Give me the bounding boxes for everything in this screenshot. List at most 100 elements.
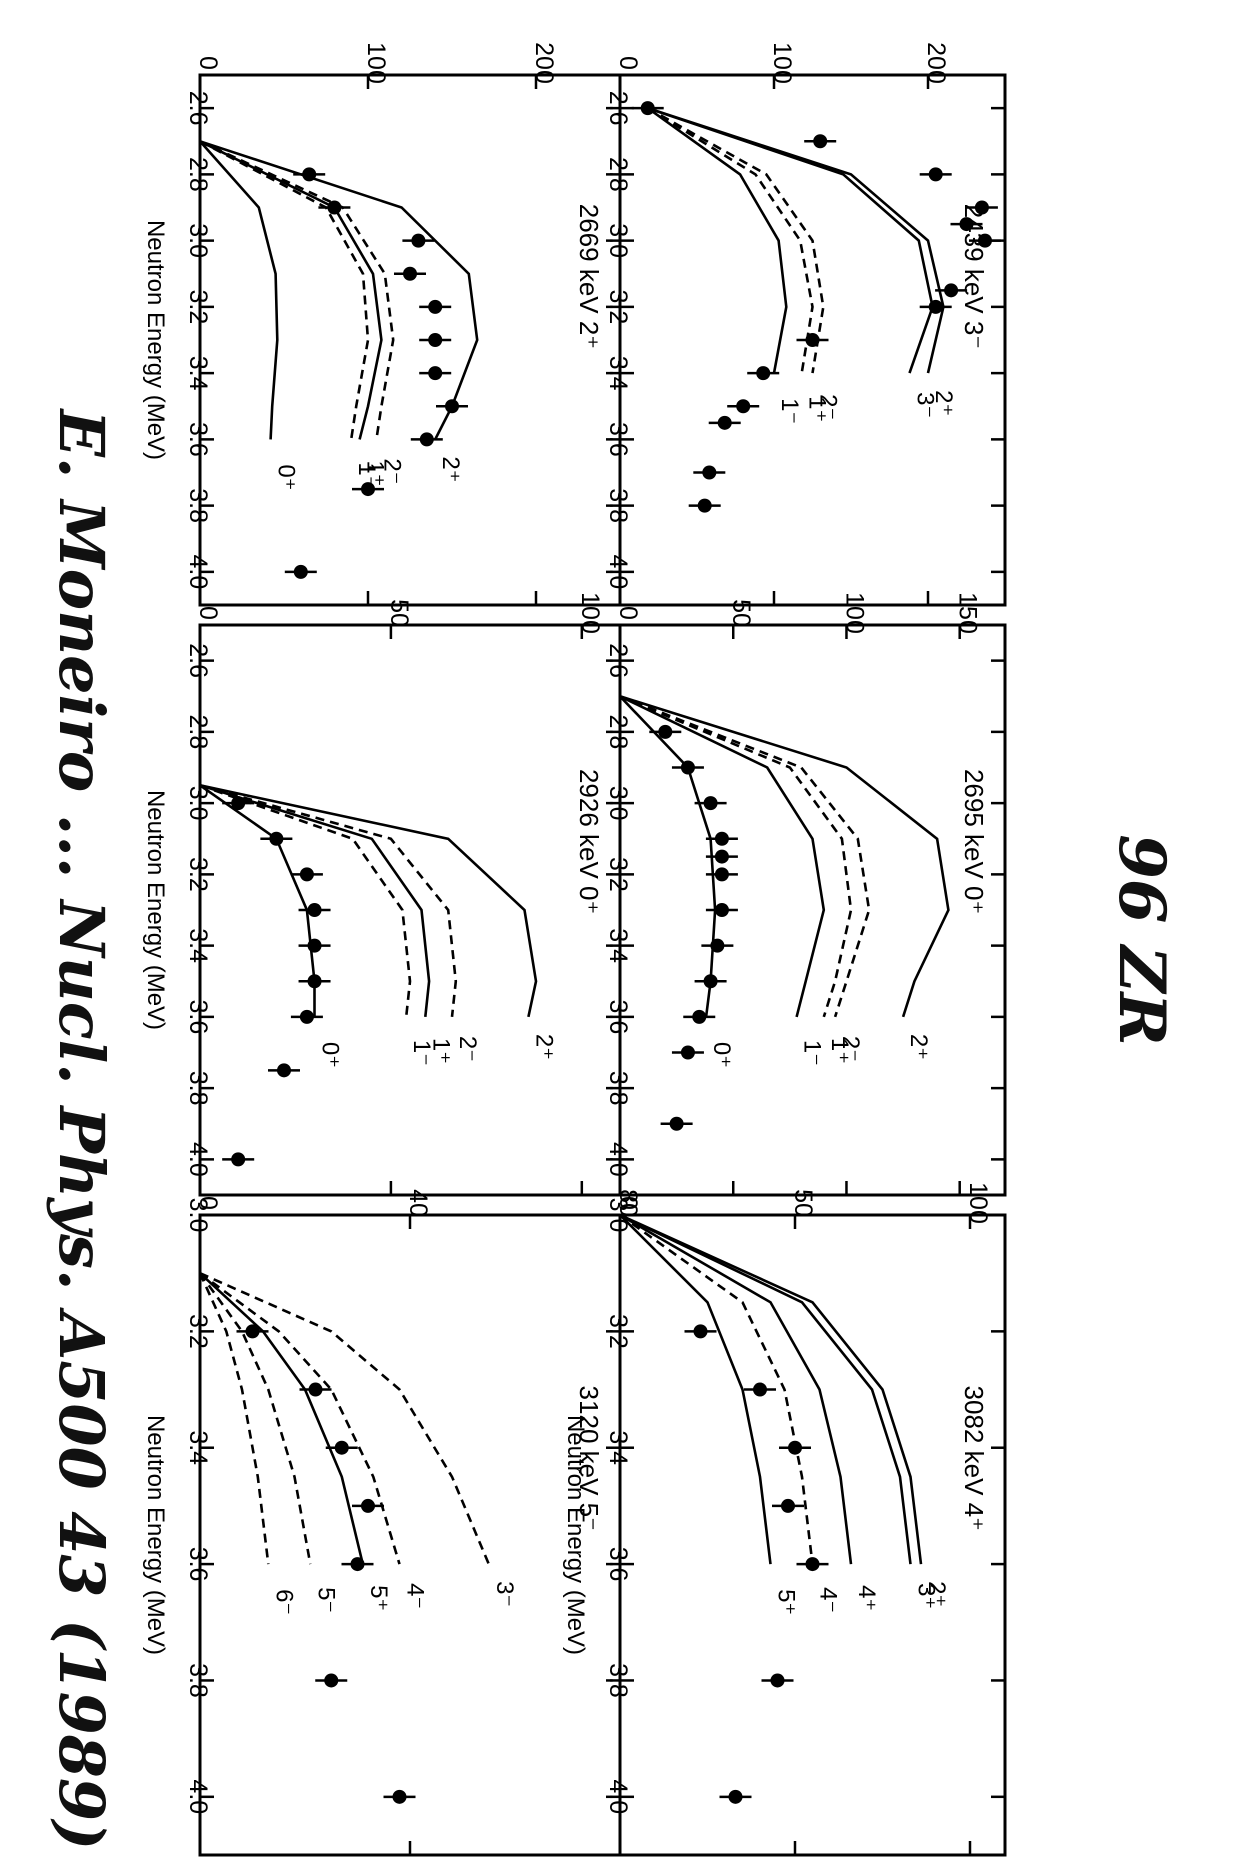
y-tick-label: 200 bbox=[922, 42, 950, 84]
data-point bbox=[307, 903, 322, 917]
data-point bbox=[805, 333, 820, 347]
series-0-line bbox=[619, 695, 950, 1018]
y-tick-label: 100 bbox=[964, 1182, 992, 1224]
series-1-label: 3⁺ bbox=[913, 1583, 940, 1609]
x-tick-label: 4.0 bbox=[184, 1142, 212, 1177]
series-3-line bbox=[199, 140, 370, 440]
data-point bbox=[419, 432, 434, 447]
data-point bbox=[944, 283, 959, 298]
series-2-label: 5⁺ bbox=[365, 1585, 392, 1611]
series-2-label: 1⁺ bbox=[427, 1038, 454, 1064]
y-tick-label: 100 bbox=[576, 592, 604, 634]
series-2-label: 1⁺ bbox=[362, 460, 389, 486]
series-4-label: 0⁺ bbox=[317, 1042, 344, 1068]
y-tick-label: 0 bbox=[194, 1196, 222, 1210]
series-3-label: 5⁻ bbox=[312, 1587, 339, 1613]
series-2-line bbox=[619, 695, 853, 1018]
x-tick-label: 4.0 bbox=[184, 1779, 212, 1814]
series-1-line bbox=[619, 1213, 912, 1565]
series-1-label: 2⁻ bbox=[378, 458, 405, 484]
series-0-label: 2⁺ bbox=[905, 1034, 932, 1060]
data-point bbox=[327, 200, 342, 215]
data-point bbox=[928, 299, 943, 314]
data-point bbox=[736, 399, 751, 414]
x-tick-label: 2.8 bbox=[184, 714, 212, 749]
x-tick-label: 2.6 bbox=[184, 643, 212, 678]
series-0-label: 2⁺ bbox=[530, 1034, 557, 1060]
y-tick-label: 0 bbox=[194, 56, 222, 70]
series-1-line bbox=[619, 695, 871, 1018]
chart-panel-1: 2.6 2.8 3.0 3.2 3.4 3.6 3.8 4.0 0 100 200 2669 keV … bbox=[142, 42, 622, 607]
data-point bbox=[717, 415, 732, 430]
data-point bbox=[805, 1557, 820, 1572]
series-1-label: 4⁻ bbox=[402, 1583, 429, 1609]
data-point bbox=[231, 1152, 246, 1167]
data-point bbox=[669, 1116, 684, 1131]
data-point bbox=[245, 1324, 260, 1339]
data-point bbox=[403, 266, 417, 281]
data-point bbox=[640, 101, 655, 116]
series-4-label: 6⁻ bbox=[270, 1589, 297, 1615]
series-3-label: 1⁺ bbox=[804, 396, 831, 422]
x-axis-title: Neutron Energy (MeV) bbox=[142, 790, 169, 1030]
data-point bbox=[703, 796, 718, 811]
x-tick-label: 3.6 bbox=[184, 999, 212, 1034]
x-tick-label: 3.2 bbox=[184, 1314, 212, 1349]
x-tick-label: 3.6 bbox=[184, 1547, 212, 1582]
x-tick-label: 2.6 bbox=[184, 91, 212, 126]
data-point bbox=[658, 724, 673, 739]
panel-frame bbox=[198, 623, 622, 1197]
data-point bbox=[361, 482, 375, 497]
series-2-line bbox=[199, 784, 431, 1018]
x-tick-label: 4.0 bbox=[184, 554, 212, 589]
panel-frame bbox=[198, 73, 622, 607]
panel-title: 3082 keV 4⁺ bbox=[959, 1386, 989, 1531]
series-3-line bbox=[199, 784, 412, 1018]
data-point bbox=[714, 867, 729, 882]
series-2-line bbox=[199, 140, 383, 440]
series-4-line bbox=[646, 107, 788, 374]
series-4-label: 5⁺ bbox=[773, 1589, 800, 1615]
data-point bbox=[334, 1440, 349, 1455]
series-4-line bbox=[619, 695, 717, 1018]
series-0-label: 2⁺ bbox=[930, 390, 957, 416]
data-point bbox=[702, 465, 717, 480]
y-tick-label: 150 bbox=[954, 592, 982, 634]
series-2-label: 1⁺ bbox=[826, 1038, 853, 1064]
data-point bbox=[703, 974, 718, 989]
series-3-label: 1⁻ bbox=[799, 1040, 826, 1066]
data-point bbox=[928, 167, 943, 182]
x-axis-title: Neutron Energy (MeV) bbox=[142, 220, 169, 460]
series-0-label: 2⁺ bbox=[437, 456, 464, 482]
series-0-line bbox=[199, 1272, 490, 1565]
series-1-line bbox=[199, 784, 458, 1018]
y-tick-label: 0 bbox=[194, 606, 222, 620]
series-4-line bbox=[198, 1272, 270, 1565]
series-0-line bbox=[647, 106, 945, 374]
series-4-label: 0⁺ bbox=[708, 1042, 735, 1068]
data-point bbox=[813, 134, 828, 149]
y-tick-label: 50 bbox=[789, 1189, 817, 1217]
series-0-line bbox=[199, 784, 538, 1018]
panel-title: 3120 keV 5⁻ bbox=[574, 1386, 604, 1531]
series-4-label: 0⁺ bbox=[273, 464, 300, 490]
data-point bbox=[350, 1557, 365, 1572]
x-tick-label: 3.0 bbox=[184, 223, 212, 258]
series-2-label: 4⁺ bbox=[853, 1585, 880, 1611]
data-point bbox=[710, 938, 725, 953]
series-3-label: 4⁻ bbox=[815, 1587, 842, 1613]
data-point bbox=[781, 1498, 795, 1513]
data-point bbox=[307, 974, 322, 989]
series-4-line bbox=[199, 784, 316, 1017]
nucleus-label: 96 ZR bbox=[1104, 834, 1179, 1045]
series-1-label: 2⁻ bbox=[837, 1036, 864, 1062]
data-point bbox=[692, 1009, 707, 1024]
data-point bbox=[269, 831, 284, 846]
series-3-line bbox=[619, 1213, 814, 1565]
data-point bbox=[977, 233, 992, 248]
